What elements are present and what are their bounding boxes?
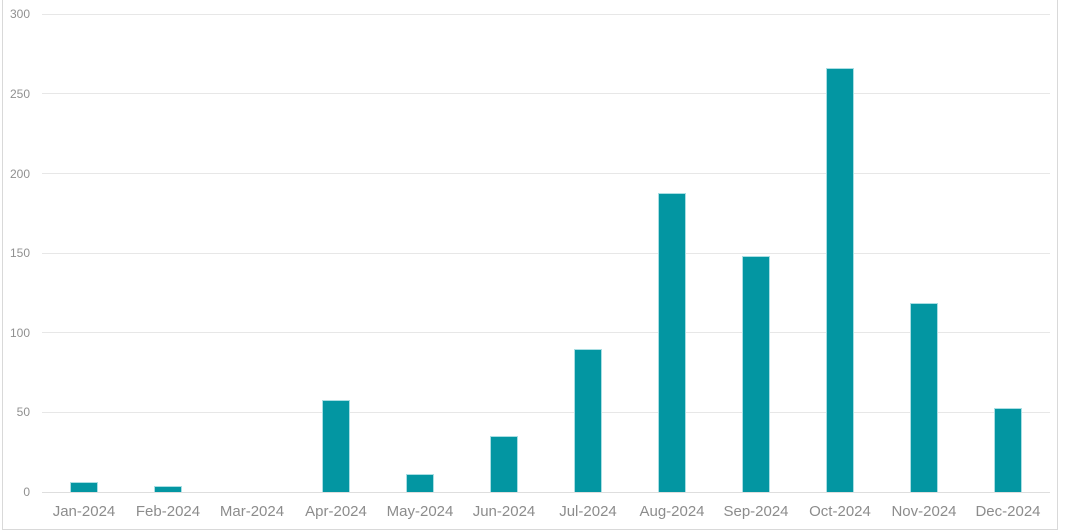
bar[interactable] bbox=[406, 474, 434, 492]
x-tick-label: Jul-2024 bbox=[559, 503, 617, 520]
y-tick-label: 150 bbox=[9, 246, 30, 261]
bar[interactable] bbox=[994, 407, 1022, 492]
gridline bbox=[42, 252, 1050, 254]
x-tick-label: Sep-2024 bbox=[723, 503, 789, 520]
x-tick-label: Oct-2024 bbox=[809, 503, 871, 520]
x-tick-label: Jan-2024 bbox=[52, 503, 116, 520]
x-axis-baseline bbox=[42, 491, 1050, 493]
bar[interactable] bbox=[826, 68, 854, 492]
gridline bbox=[42, 13, 1050, 15]
x-tick-label: May-2024 bbox=[386, 503, 454, 520]
bar[interactable] bbox=[154, 485, 182, 492]
x-tick-label: Feb-2024 bbox=[135, 503, 201, 520]
y-tick-label: 50 bbox=[16, 405, 30, 420]
bar[interactable] bbox=[574, 348, 602, 492]
bar[interactable] bbox=[742, 256, 770, 492]
x-tick-label: Dec-2024 bbox=[975, 503, 1041, 520]
gridline bbox=[42, 93, 1050, 95]
bar[interactable] bbox=[910, 302, 938, 492]
y-tick-label: 0 bbox=[23, 485, 30, 499]
gridline bbox=[42, 411, 1050, 413]
bar[interactable] bbox=[658, 192, 686, 492]
x-tick-label: Apr-2024 bbox=[305, 503, 367, 520]
x-tick-label: Jun-2024 bbox=[472, 503, 536, 520]
x-tick-label: Mar-2024 bbox=[219, 503, 285, 520]
x-tick-label: Aug-2024 bbox=[639, 503, 705, 520]
bar[interactable] bbox=[70, 482, 98, 492]
bar[interactable] bbox=[322, 399, 350, 492]
x-tick-label: Nov-2024 bbox=[891, 503, 957, 520]
gridline bbox=[42, 173, 1050, 175]
y-tick-label: 200 bbox=[9, 166, 30, 181]
y-tick-label: 250 bbox=[9, 86, 30, 101]
gridline bbox=[42, 332, 1050, 334]
y-tick-label: 300 bbox=[9, 7, 30, 22]
y-tick-label: 100 bbox=[9, 325, 30, 340]
bar[interactable] bbox=[490, 436, 518, 492]
